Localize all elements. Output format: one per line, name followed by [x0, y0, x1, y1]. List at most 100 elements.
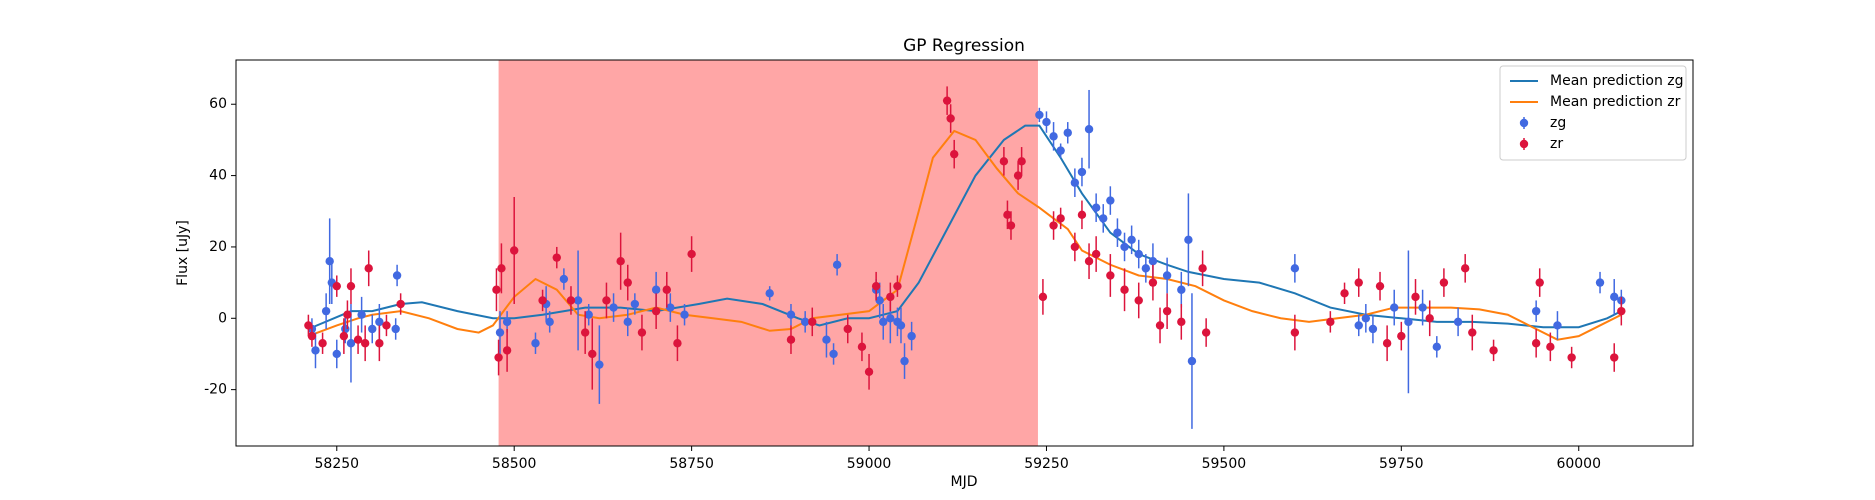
- data-point: [1404, 317, 1413, 327]
- data-point: [786, 310, 796, 319]
- data-point: [875, 296, 884, 305]
- data-point: [1056, 146, 1065, 155]
- x-tick-label: 58250: [315, 456, 360, 472]
- data-point: [1553, 321, 1562, 330]
- data-point: [1567, 353, 1576, 362]
- data-point: [1017, 157, 1026, 166]
- data-point: [1084, 125, 1094, 134]
- data-point: [545, 317, 554, 327]
- data-point: [1106, 196, 1115, 205]
- errorbar-series: [307, 89, 1626, 429]
- data-point: [492, 285, 501, 294]
- data-point: [497, 264, 506, 273]
- data-point: [1120, 285, 1129, 294]
- data-point: [1056, 214, 1065, 223]
- data-point: [800, 317, 810, 327]
- data-point: [1134, 249, 1143, 259]
- x-tick-label: 59250: [1024, 456, 1069, 472]
- plot-area: [304, 60, 1626, 446]
- data-point: [1063, 128, 1072, 137]
- data-point: [1595, 278, 1605, 287]
- data-point: [1326, 317, 1335, 327]
- data-point: [623, 317, 632, 327]
- data-point: [1531, 306, 1541, 316]
- data-point: [364, 264, 373, 273]
- axes-frame: [235, 59, 1694, 447]
- legend-label: zg: [1550, 115, 1566, 131]
- x-tick-label: 59000: [847, 456, 892, 472]
- data-point: [1077, 210, 1087, 220]
- data-point: [822, 335, 831, 344]
- data-point: [1198, 264, 1207, 273]
- data-point: [1201, 328, 1211, 337]
- data-point: [857, 342, 867, 352]
- data-point: [1531, 339, 1541, 348]
- data-point: [616, 257, 625, 266]
- data-point: [1141, 264, 1151, 273]
- data-point: [566, 296, 576, 305]
- data-point: [1070, 178, 1080, 187]
- data-point: [946, 114, 955, 123]
- data-point: [893, 281, 902, 291]
- x-tick-label: 58500: [492, 456, 537, 472]
- data-point: [509, 246, 519, 255]
- data-point: [396, 299, 405, 309]
- data-point: [502, 317, 512, 327]
- data-point: [391, 324, 400, 334]
- data-point: [950, 149, 959, 159]
- data-point: [1177, 285, 1186, 294]
- data-point: [680, 310, 689, 319]
- data-point: [623, 278, 632, 287]
- data-point: [325, 257, 334, 266]
- data-point: [375, 317, 384, 327]
- data-point: [341, 324, 350, 334]
- data-point: [1035, 110, 1044, 120]
- data-point: [559, 274, 569, 284]
- data-point: [357, 310, 366, 319]
- data-point: [879, 317, 888, 327]
- data-point: [808, 317, 817, 327]
- data-point: [1425, 314, 1434, 323]
- errorbar-series: [304, 86, 1626, 390]
- data-point: [864, 367, 874, 376]
- data-point: [651, 306, 661, 316]
- data-point: [1148, 257, 1158, 266]
- data-point: [1439, 278, 1449, 287]
- data-point: [1113, 228, 1122, 237]
- data-point: [321, 306, 331, 316]
- chart-title: GP Regression: [903, 36, 1025, 56]
- y-tick-label: 40: [209, 168, 227, 184]
- legend-box: [1499, 65, 1687, 161]
- data-point: [1155, 321, 1165, 330]
- data-point: [502, 346, 512, 355]
- data-point: [609, 303, 618, 312]
- data-point: [896, 321, 906, 330]
- data-point: [1106, 271, 1115, 280]
- data-point: [1099, 214, 1108, 223]
- data-point: [662, 285, 671, 294]
- data-point: [1453, 317, 1463, 327]
- data-point: [687, 249, 696, 259]
- data-point: [1120, 242, 1129, 252]
- data-point: [584, 310, 593, 319]
- data-point: [1091, 249, 1101, 259]
- x-tick-label: 59500: [1202, 456, 1247, 472]
- data-point: [871, 281, 881, 291]
- data-point: [531, 339, 540, 348]
- data-point: [832, 260, 842, 269]
- legend-swatch: [1519, 118, 1529, 128]
- data-point: [942, 96, 952, 105]
- data-point: [332, 349, 341, 359]
- data-point: [651, 285, 661, 294]
- data-point: [1468, 328, 1477, 337]
- x-tick-label: 59750: [1379, 456, 1424, 472]
- data-point: [630, 299, 640, 309]
- y-axis-label: Flux [uJy]: [175, 220, 191, 286]
- data-point: [1610, 353, 1619, 362]
- data-point: [595, 360, 604, 369]
- data-point: [580, 328, 590, 337]
- data-point: [1375, 281, 1385, 291]
- data-point: [1042, 117, 1051, 127]
- data-point: [786, 335, 796, 344]
